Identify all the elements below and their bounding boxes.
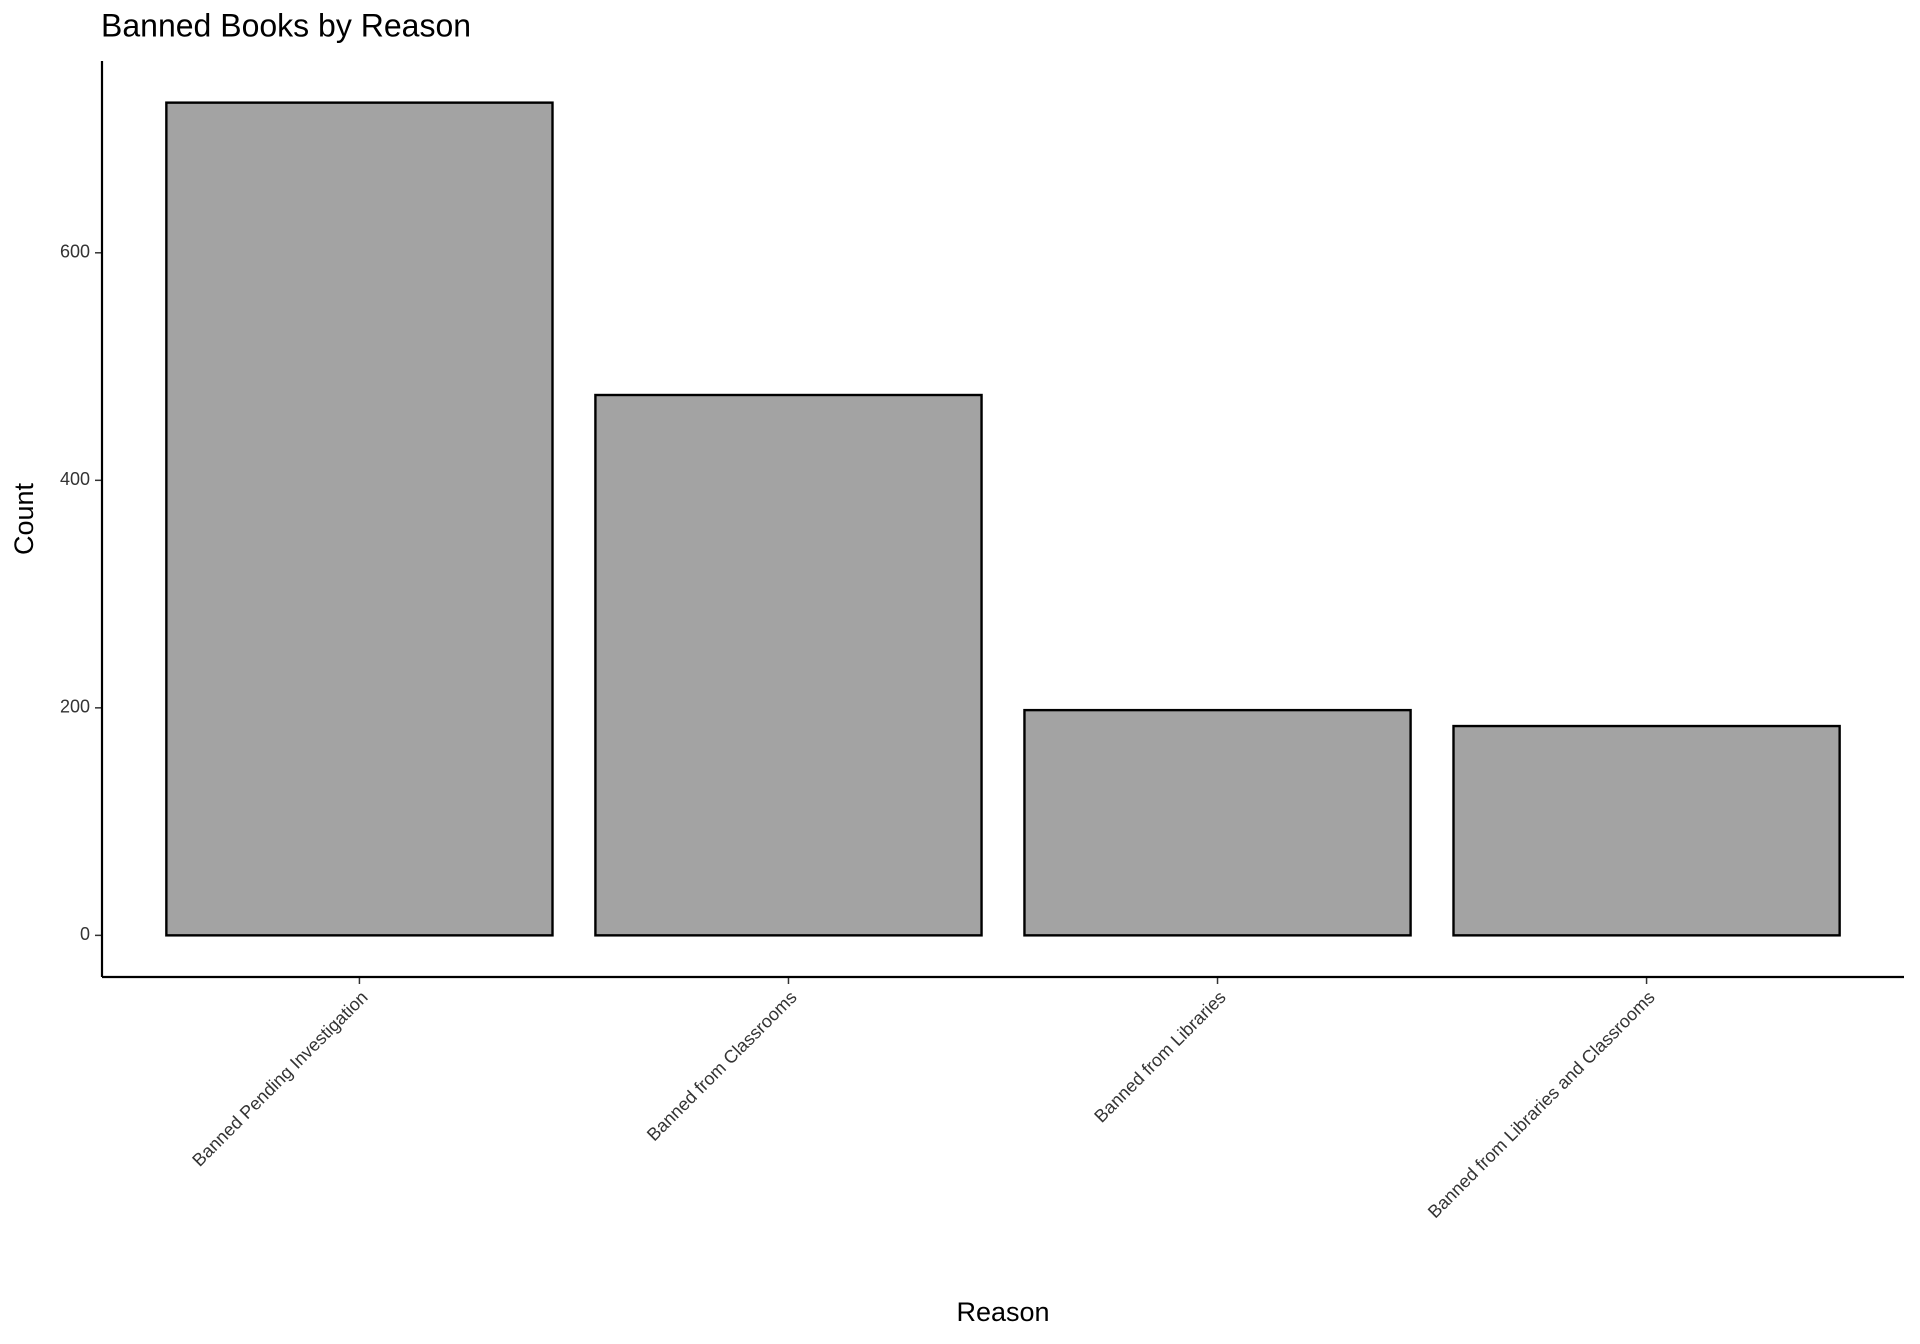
bar [1023,708,1412,937]
x-tick-label: Banned from Classrooms [643,987,801,1145]
y-axis-title: Count [9,482,39,555]
y-tick-label: 400 [60,469,90,489]
x-tick-label: Banned from Libraries [1090,987,1229,1126]
y-tick-label: 200 [60,697,90,717]
y-tick-label: 600 [60,242,90,262]
chart-title: Banned Books by Reason [101,7,471,43]
x-tick-label: Banned from Libraries and Classrooms [1424,987,1659,1222]
bar [165,101,554,937]
bar [1452,724,1841,937]
y-tick-label: 0 [80,924,90,944]
x-axis-title: Reason [956,1297,1049,1327]
bar [594,393,983,937]
x-tick-label: Banned Pending Investigation [188,987,371,1170]
